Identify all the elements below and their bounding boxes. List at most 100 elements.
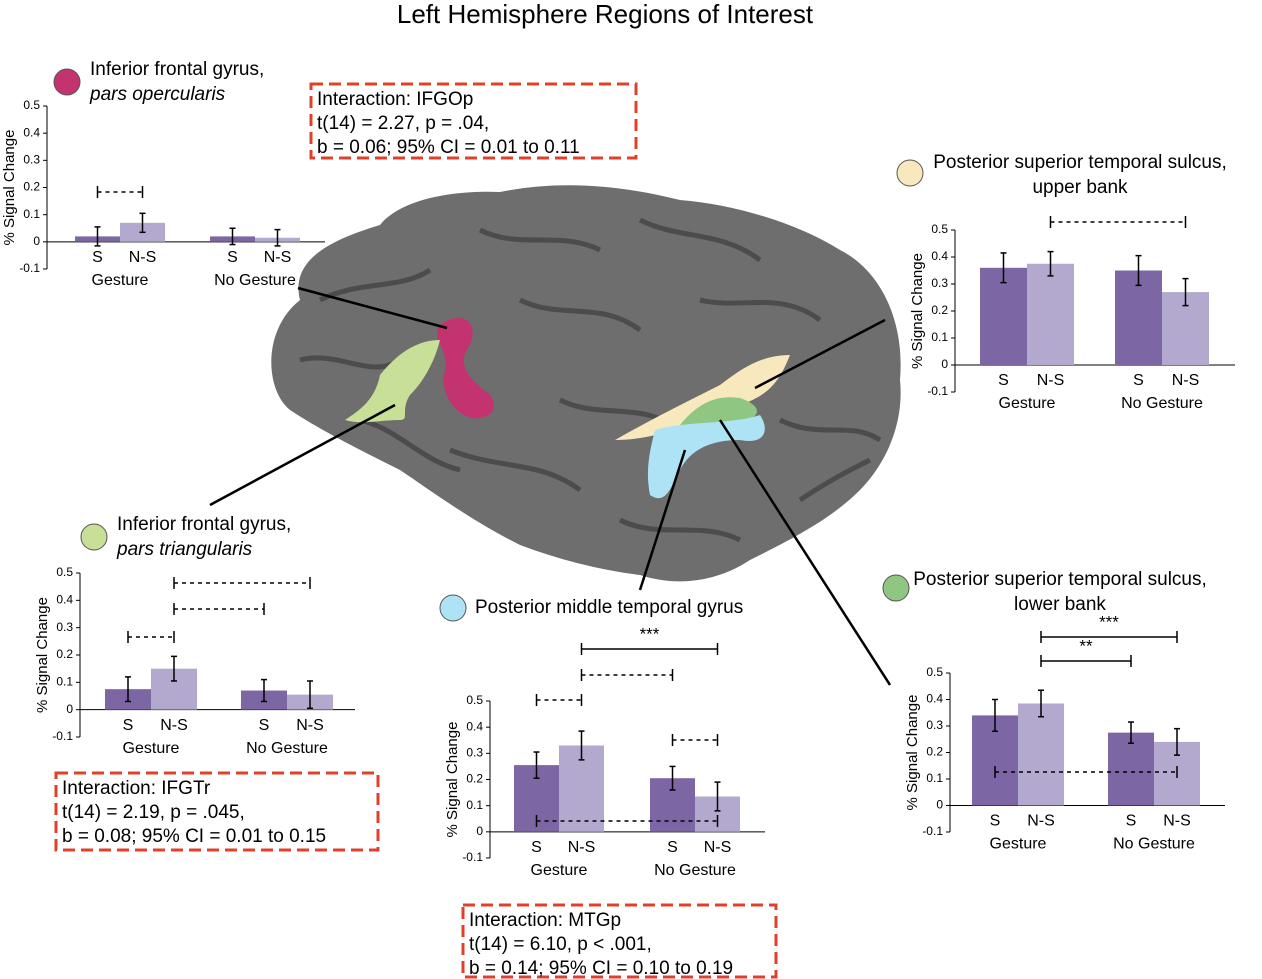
error-bar	[1182, 277, 1189, 307]
bar-chart: Posterior middle temporal gyrus % Signal …	[439, 594, 765, 879]
y-axis-label: % Signal Change	[904, 695, 921, 811]
y-tick-label: 0.2	[466, 772, 483, 786]
significance-label: ***	[1099, 612, 1119, 631]
bar	[1018, 703, 1064, 806]
y-tick-label: 0	[936, 798, 943, 812]
interaction-box	[54, 771, 380, 852]
connector	[209, 403, 396, 507]
y-tick-label: 0.3	[23, 153, 40, 167]
y-tick-label: 0	[66, 702, 73, 716]
interaction-line: b = 0.06; 95% CI = 0.01 to 0.11	[317, 137, 580, 158]
error-bar	[125, 676, 131, 703]
chart-title: Posterior superior temporal sulcus,	[933, 152, 1227, 173]
bar-label: S	[998, 372, 1009, 389]
interaction-line: Interaction: IFGOp	[317, 89, 473, 110]
bar-label: N-S	[704, 839, 732, 856]
error-bar	[992, 698, 998, 733]
error-bar	[578, 730, 585, 761]
bar	[1108, 732, 1154, 806]
error-bar	[533, 751, 540, 779]
y-tick-label: -0.1	[462, 850, 483, 864]
bar	[1027, 263, 1074, 365]
bar-label: N-S	[568, 839, 596, 856]
y-tick-label: -0.1	[922, 824, 943, 838]
bar-chart: Posterior superior temporal sulcus, upper…	[896, 152, 1235, 412]
connector	[638, 449, 687, 591]
y-tick-label: 0.3	[931, 276, 948, 290]
y-axis-label: % Signal Change	[444, 722, 461, 838]
y-tick-label: 0.5	[931, 222, 948, 236]
y-tick-label: 0.1	[926, 771, 943, 785]
y-tick-label: 0.5	[23, 98, 40, 112]
significance-label: **	[1079, 636, 1093, 655]
interaction-line: b = 0.14; 95% CI = 0.10 to 0.19	[469, 958, 733, 979]
sulci	[299, 217, 882, 543]
chart-title: Posterior middle temporal gyrus	[475, 597, 743, 618]
error-bar	[274, 228, 281, 247]
y-tick-label: 0.5	[926, 665, 943, 679]
y-tick-label: 0.3	[56, 620, 73, 634]
error-bar	[94, 226, 101, 247]
bar-label: S	[92, 249, 103, 266]
y-tick-label: 0.3	[466, 746, 483, 760]
bar-label: S	[531, 839, 542, 856]
category-label: Gesture	[92, 272, 149, 289]
y-axis-label: % Signal Change	[909, 253, 926, 369]
interaction-line: Interaction: MTGp	[469, 910, 621, 931]
ifgop-region	[437, 317, 494, 419]
bar-label: N-S	[296, 717, 324, 734]
error-bar	[1000, 252, 1007, 284]
bar-label: N-S	[264, 249, 292, 266]
region-marker	[53, 68, 81, 96]
category-label: Gesture	[123, 740, 180, 757]
interaction-line: Interaction: IFGTr	[62, 778, 211, 799]
connectors	[209, 286, 892, 686]
error-bar	[1174, 727, 1180, 756]
y-tick-label: 0.1	[931, 330, 948, 344]
bar-chart: Inferior frontal gyrus, pars opercularis%…	[1, 59, 325, 289]
category-label: No Gesture	[654, 862, 736, 879]
y-tick-label: 0.2	[56, 647, 73, 661]
significance-label: ***	[640, 624, 660, 643]
bar-label: S	[123, 717, 134, 734]
error-bar	[171, 655, 177, 682]
connector	[718, 419, 892, 686]
y-tick-label: 0.2	[926, 745, 943, 759]
bar-label: S	[990, 813, 1001, 830]
error-bar	[1128, 721, 1134, 744]
bar-label: S	[1126, 813, 1137, 830]
category-label: No Gesture	[1121, 395, 1203, 412]
error-bar	[669, 765, 676, 791]
bar-label: N-S	[160, 717, 188, 734]
brain	[271, 185, 901, 582]
bar-label: S	[667, 839, 678, 856]
bar-chart: Inferior frontal gyrus, pars triangularis…	[34, 514, 355, 757]
error-bar	[307, 680, 313, 710]
y-tick-label: 0	[476, 824, 483, 838]
error-bar	[139, 212, 146, 234]
figure-title: Left Hemisphere Regions of Interest	[397, 0, 814, 29]
category-label: No Gesture	[246, 740, 328, 757]
bar-label: N-S	[1037, 372, 1065, 389]
y-tick-label: 0.2	[23, 180, 40, 194]
bar-chart: Posterior superior temporal sulcus, lower…	[882, 569, 1225, 853]
psts-upper-region	[615, 355, 790, 440]
y-axis-label: % Signal Change	[1, 130, 18, 246]
bar	[980, 267, 1027, 365]
bar-label: N-S	[129, 249, 157, 266]
chart-title: Posterior superior temporal sulcus,	[913, 569, 1207, 590]
chart-title: pars triangularis	[116, 539, 253, 560]
y-tick-label: 0.5	[56, 565, 73, 579]
chart-title: lower bank	[1014, 594, 1106, 615]
y-tick-label: 0	[941, 357, 948, 371]
y-tick-label: 0.4	[23, 125, 40, 139]
mtgp-region	[647, 415, 765, 499]
error-bar	[1135, 254, 1142, 287]
y-tick-label: 0.4	[56, 593, 73, 607]
ifgtr-region	[345, 340, 440, 423]
y-tick-label: 0	[33, 234, 40, 248]
y-tick-label: 0.2	[931, 303, 948, 317]
error-bar	[261, 678, 267, 703]
interaction-box	[461, 903, 778, 979]
